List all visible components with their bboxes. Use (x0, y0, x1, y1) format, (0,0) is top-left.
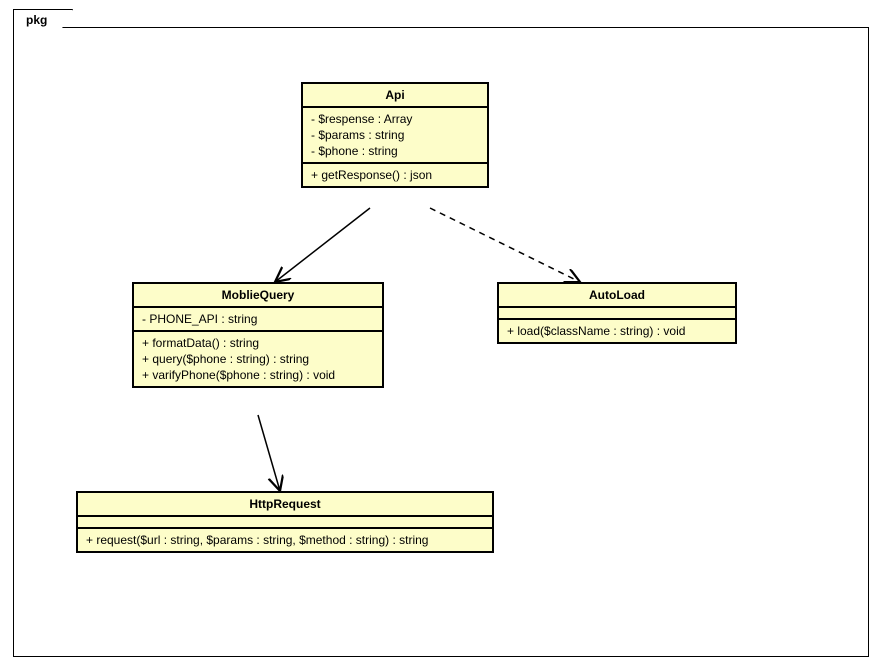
class-autoload-title: AutoLoad (499, 284, 735, 308)
attr: - $params : string (311, 127, 479, 143)
uml-canvas: pkg Api - $respense : Array - $params : … (0, 0, 880, 666)
class-mobliequery: MoblieQuery - PHONE_API : string + forma… (132, 282, 384, 388)
class-mobliequery-attributes: - PHONE_API : string (134, 308, 382, 332)
method: + getResponse() : json (311, 167, 479, 183)
method: + request($url : string, $params : strin… (86, 532, 484, 548)
attr: - $phone : string (311, 143, 479, 159)
method: + query($phone : string) : string (142, 351, 374, 367)
method: + varifyPhone($phone : string) : void (142, 367, 374, 383)
attr: - $respense : Array (311, 111, 479, 127)
attr: - PHONE_API : string (142, 311, 374, 327)
class-mobliequery-methods: + formatData() : string + query($phone :… (134, 332, 382, 386)
class-api-attributes: - $respense : Array - $params : string -… (303, 108, 487, 164)
class-httprequest-title: HttpRequest (78, 493, 492, 517)
class-httprequest-attributes (78, 517, 492, 529)
class-api-methods: + getResponse() : json (303, 164, 487, 186)
package-label: pkg (26, 13, 47, 27)
class-autoload: AutoLoad + load($className : string) : v… (497, 282, 737, 344)
class-httprequest-methods: + request($url : string, $params : strin… (78, 529, 492, 551)
method: + load($className : string) : void (507, 323, 727, 339)
class-autoload-methods: + load($className : string) : void (499, 320, 735, 342)
class-mobliequery-title: MoblieQuery (134, 284, 382, 308)
class-autoload-attributes (499, 308, 735, 320)
class-api: Api - $respense : Array - $params : stri… (301, 82, 489, 188)
class-httprequest: HttpRequest + request($url : string, $pa… (76, 491, 494, 553)
class-api-title: Api (303, 84, 487, 108)
method: + formatData() : string (142, 335, 374, 351)
